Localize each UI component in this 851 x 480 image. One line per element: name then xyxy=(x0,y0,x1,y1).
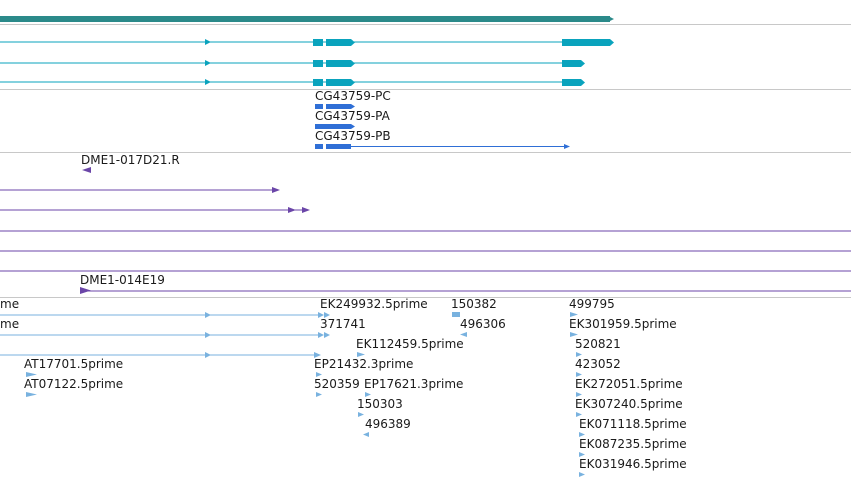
est-label[interactable]: 520359 xyxy=(314,377,360,391)
bac-feature[interactable] xyxy=(0,207,310,213)
cds-label[interactable]: CG43759-PA xyxy=(315,109,390,123)
bac-track xyxy=(0,167,851,294)
track-separator xyxy=(0,89,851,90)
est-label[interactable]: 150303 xyxy=(357,397,403,411)
cds-track xyxy=(315,104,570,149)
bac-label[interactable]: DME1-017D21.R xyxy=(81,153,180,167)
est-label[interactable]: 496306 xyxy=(460,317,506,331)
transcript-feature[interactable] xyxy=(0,79,585,86)
est-label[interactable]: EK087235.5prime xyxy=(579,437,687,451)
bac-feature[interactable] xyxy=(80,287,851,294)
est-feature[interactable] xyxy=(26,392,37,397)
est-label[interactable]: EK272051.5prime xyxy=(575,377,683,391)
gene-feature[interactable] xyxy=(0,16,610,22)
track-separator xyxy=(0,24,851,25)
est-label[interactable]: AT07122.5prime xyxy=(24,377,124,391)
track-separator xyxy=(0,297,851,298)
cds-feature[interactable] xyxy=(315,144,570,149)
est-label[interactable]: 496389 xyxy=(365,417,411,431)
est-label[interactable]: EP17621.3prime xyxy=(364,377,464,391)
est-feature[interactable] xyxy=(0,352,321,358)
est-feature[interactable] xyxy=(0,312,330,318)
est-feature[interactable] xyxy=(316,372,322,377)
cds-feature[interactable] xyxy=(315,124,355,129)
est-feature[interactable] xyxy=(363,432,369,437)
bac-feature[interactable] xyxy=(0,187,280,193)
cds-label[interactable]: CG43759-PB xyxy=(315,129,391,143)
est-feature[interactable] xyxy=(452,312,460,317)
est-label[interactable]: EK307240.5prime xyxy=(575,397,683,411)
gene-track xyxy=(0,16,614,22)
est-feature[interactable] xyxy=(579,432,585,437)
gene-strand-arrow xyxy=(608,16,614,22)
est-label[interactable]: EK301959.5prime xyxy=(569,317,677,331)
est-track xyxy=(0,312,585,477)
cds-feature[interactable] xyxy=(315,104,355,109)
est-label[interactable]: EK112459.5prime xyxy=(356,337,464,351)
est-feature[interactable] xyxy=(358,412,364,417)
est-feature[interactable] xyxy=(576,372,582,377)
est-feature[interactable] xyxy=(576,412,582,417)
est-feature[interactable] xyxy=(0,332,330,338)
est-label[interactable]: me xyxy=(0,297,20,311)
est-feature[interactable] xyxy=(26,372,37,377)
est-label[interactable]: 423052 xyxy=(575,357,621,371)
est-label[interactable]: me xyxy=(0,317,20,331)
est-label[interactable]: EK249932.5prime xyxy=(320,297,428,311)
est-label[interactable]: 499795 xyxy=(569,297,615,311)
est-feature[interactable] xyxy=(357,352,365,357)
est-feature[interactable] xyxy=(316,392,322,397)
transcript-feature[interactable] xyxy=(0,60,585,67)
est-feature[interactable] xyxy=(576,392,582,397)
est-label[interactable]: EP21432.3prime xyxy=(314,357,414,371)
est-label[interactable]: 150382 xyxy=(451,297,497,311)
est-feature[interactable] xyxy=(579,472,585,477)
est-label[interactable]: 520821 xyxy=(575,337,621,351)
transcript-track xyxy=(0,39,614,86)
transcript-feature[interactable] xyxy=(0,39,614,46)
est-feature[interactable] xyxy=(576,352,582,357)
est-label[interactable]: EK031946.5prime xyxy=(579,457,687,471)
bac-feature[interactable] xyxy=(82,167,91,173)
est-feature[interactable] xyxy=(460,332,467,337)
est-label[interactable]: 371741 xyxy=(320,317,366,331)
bac-label[interactable]: DME1-014E19 xyxy=(80,273,165,287)
est-feature[interactable] xyxy=(365,392,371,397)
cds-label[interactable]: CG43759-PC xyxy=(315,89,391,103)
track-separator xyxy=(0,152,851,153)
est-label[interactable]: EK071118.5prime xyxy=(579,417,687,431)
est-feature[interactable] xyxy=(570,312,578,317)
est-feature[interactable] xyxy=(570,332,578,337)
est-label[interactable]: AT17701.5prime xyxy=(24,357,124,371)
est-feature[interactable] xyxy=(579,452,585,457)
